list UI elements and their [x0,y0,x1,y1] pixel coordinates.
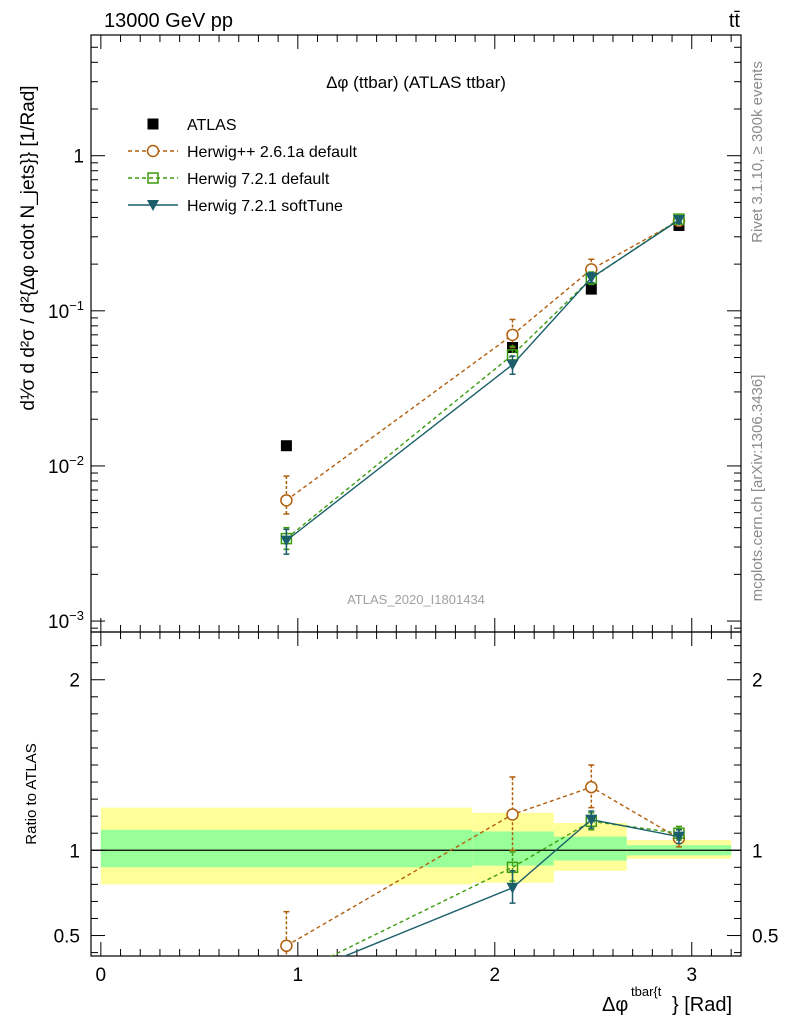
ratio-point-herwig-2-6-1a-default [506,808,519,821]
y-tick-label: 10−3 [48,608,84,633]
ratio-y-tick-label-right: 1 [752,841,763,862]
ratio-line-herwig-7-2-1-softtune [343,818,680,956]
ratio-y-tick-label: 0.5 [54,927,80,948]
ratio-y-tick-label-right: 0.5 [752,927,778,948]
legend: ATLAS Herwig++ 2.6.1a default Herwig 7.2.1… [128,117,357,215]
ratio-y-axis-label: Ratio to ATLAS [23,743,40,844]
data-point-atlas [585,283,597,295]
ratio-point-herwig-7-2-1-softtune [585,814,598,826]
ratio-point-herwig-7-2-1-softtune [506,882,519,894]
series-line-herwig-2-6-1a-default [285,220,680,501]
ratio-point-herwig-2-6-1a-default [280,939,293,953]
legend-label-herwig-7-2-1-softtune: Herwig 7.2.1 softTune [187,198,343,215]
ratio-line-herwig-2-6-1a-default [286,786,680,947]
legend-label-herwig-2-6-1a-default: Herwig++ 2.6.1a default [187,144,357,161]
header-right: tt̄ [729,10,741,32]
data-point-herwig-2-6-1a-default [506,328,519,342]
ratio-point-herwig-7-2-1-softtune [672,831,685,843]
legend-marker-herwig-7-2-1-softtune [147,200,159,211]
header-left: 13000 GeV pp [104,10,233,32]
data-point-herwig-7-2-1-softtune [280,535,293,547]
ratio-band-inner [553,836,627,861]
data-point-herwig-7-2-1-softtune [672,215,685,227]
x-tick-label: 2 [489,965,500,986]
legend-marker-herwig-7-2-1-default [147,172,159,184]
ratio-series [280,764,686,986]
y-axis-label: d¹⁄σ d d²σ / d²{Δφ cdot N_jets}} [1/Rad] [18,85,39,410]
x-axis-label-main: Δφ [602,994,628,1016]
legend-marker-atlas [147,118,159,130]
ratio-line-herwig-7-2-1-default [330,820,680,956]
x-tick-label: 1 [293,965,304,986]
y-tick-label: 1 [73,147,84,168]
y-tick-label: 10−1 [48,298,84,323]
side-label-rivet: Rivet 3.1.10, ≥ 300k events [749,61,766,243]
side-label-mcplots: mcplots.cern.ch [arXiv:1306.3436] [749,375,766,602]
ratio-point-herwig-7-2-1-softtune [280,975,292,986]
ratio-point-herwig-7-2-1-default [281,973,291,983]
x-axis-label-tail: } [Rad] [672,994,732,1016]
x-tick-label: 0 [96,965,107,986]
ratio-y-tick-label: 1 [69,841,80,862]
analysis-label: ATLAS_2020_I1801434 [347,592,485,607]
legend-label-atlas: ATLAS [187,117,237,134]
data-point-herwig-7-2-1-softtune [506,359,519,371]
data-point-herwig-7-2-1-softtune [585,272,598,284]
x-axis-label: Δφ tbar{t } [Rad] [602,984,732,1016]
series-line-herwig-7-2-1-default [285,218,680,540]
legend-label-herwig-7-2-1-default: Herwig 7.2.1 default [187,171,330,188]
legend-marker-herwig-2-6-1a-default [146,144,160,158]
ratio-uncertainty-bands [91,807,741,885]
series-group [280,213,686,986]
main-series [280,213,686,555]
axis-ticks: 0 1 2 3 10−3 10−2 10−1 1 0.5 0.5 1 1 2 2 [48,34,778,986]
ratio-band-inner [100,829,473,868]
ratio-y-tick-label: 2 [69,671,80,692]
data-point-atlas [280,440,292,452]
x-axis-label-sup: tbar{t [631,984,662,999]
series-line-herwig-7-2-1-softtune [285,219,680,542]
data-point-herwig-2-6-1a-default [280,494,293,507]
x-tick-label: 3 [686,965,697,986]
ratio-point-herwig-2-6-1a-default [585,780,598,794]
ratio-y-tick-label-right: 2 [752,671,763,692]
chart-title: Δφ (ttbar) (ATLAS ttbar) [326,73,506,92]
ratio-frame [90,631,742,957]
y-tick-label: 10−2 [48,453,84,478]
